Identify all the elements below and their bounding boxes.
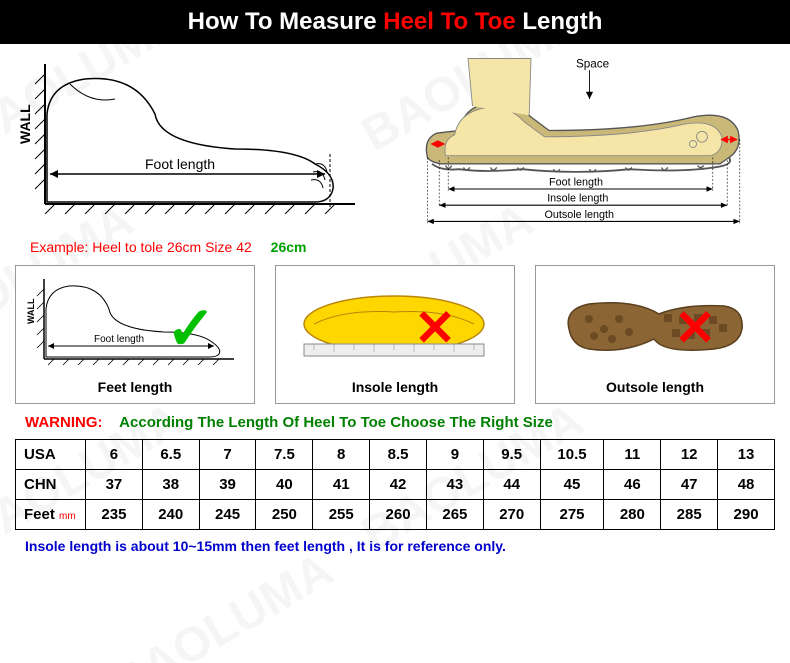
outsole-method-svg <box>544 274 764 374</box>
svg-text:Foot length: Foot length <box>94 334 144 345</box>
warning-label: WARNING: <box>25 414 103 431</box>
space-label: Space <box>576 58 609 71</box>
svg-text:WALL: WALL <box>26 298 36 324</box>
row-label: CHN <box>16 470 86 500</box>
example-line: Example: Heel to tole 26cm Size 42 26cm <box>30 239 775 255</box>
table-row-usa: USA 66.577.588.599.510.5111213 <box>16 440 775 470</box>
top-diagrams-row: WALL Foot length <box>15 54 775 234</box>
header-bar: How To Measure Heel To Toe Length <box>0 0 790 44</box>
example-text: Example: Heel to tole 26cm Size 42 <box>30 239 252 255</box>
check-icon: ✓ <box>166 294 216 364</box>
method-label: Insole length <box>284 379 506 395</box>
row-label: Feet mm <box>16 500 86 530</box>
warning-line: WARNING: According The Length Of Heel To… <box>25 414 775 431</box>
cross-icon: ✕ <box>674 299 716 357</box>
wall-label: WALL <box>17 104 33 144</box>
method-insole-length: ✕ Insole length <box>275 265 515 404</box>
row-label: USA <box>16 440 86 470</box>
foot-measure-diagram: WALL Foot length <box>15 54 385 234</box>
foot-length-text: Foot length <box>549 176 603 188</box>
header-prefix: How To Measure <box>188 8 384 35</box>
header-highlight: Heel To Toe <box>383 8 515 35</box>
table-row-feet: Feet mm 23524024525025526026527027528028… <box>16 500 775 530</box>
cross-icon: ✕ <box>414 299 456 357</box>
footer-note: Insole length is about 10~15mm then feet… <box>25 538 775 554</box>
method-outsole-length: ✕ Outsole length <box>535 265 775 404</box>
foot-length-label: Foot length <box>145 156 215 172</box>
shoe-svg: Space <box>405 54 765 234</box>
method-label: Outsole length <box>544 379 766 395</box>
example-measure: 26cm <box>271 239 307 255</box>
insole-method-svg <box>284 274 504 374</box>
method-feet-length: WALL Foot length ✓ Feet length <box>15 265 255 404</box>
outsole-length-text: Outsole length <box>545 209 615 221</box>
method-label: Feet length <box>24 379 246 395</box>
method-boxes-row: WALL Foot length ✓ Feet length ✕ Insole … <box>15 265 775 404</box>
content-area: WALL Foot length <box>0 44 790 564</box>
size-table: USA 66.577.588.599.510.5111213 CHN 37383… <box>15 439 775 530</box>
foot-measure-svg: WALL Foot length <box>15 54 375 234</box>
warning-text: According The Length Of Heel To Toe Choo… <box>119 414 553 431</box>
shoe-diagram: Space <box>405 54 775 234</box>
insole-length-text: Insole length <box>547 193 608 205</box>
header-suffix: Length <box>516 8 603 35</box>
table-row-chn: CHN 373839404142434445464748 <box>16 470 775 500</box>
